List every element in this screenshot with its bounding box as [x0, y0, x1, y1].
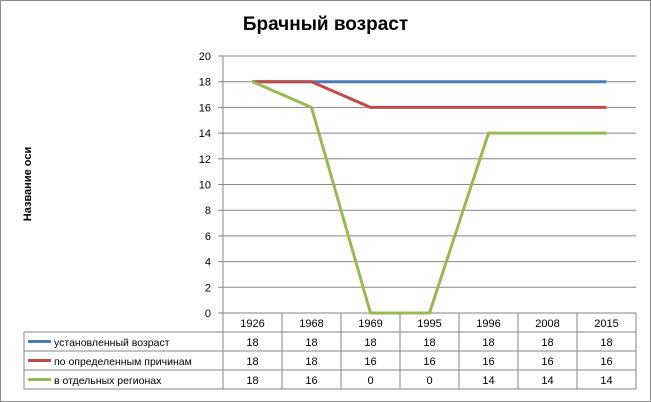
legend-series-name: установленный возраст — [54, 337, 170, 349]
table-cell-value: 14 — [600, 375, 612, 387]
x-category-label: 1968 — [299, 318, 323, 330]
table-cell-value: 18 — [541, 337, 553, 349]
table-cell-value: 18 — [482, 337, 494, 349]
y-tick-label: 10 — [199, 180, 211, 192]
legend-series-name: в отдельных регионах — [54, 375, 162, 387]
x-category-label: 1969 — [358, 318, 382, 330]
y-tick-label: 2 — [205, 282, 211, 294]
legend-series-name: по определенным причинам — [54, 356, 192, 368]
table-cell-value: 18 — [305, 356, 317, 368]
table-cell-value: 16 — [482, 356, 494, 368]
y-tick-label: 14 — [199, 128, 211, 140]
table-cell-value: 16 — [423, 356, 435, 368]
table-cell-value: 18 — [423, 337, 435, 349]
x-category-label: 2015 — [594, 318, 618, 330]
table-cell-value: 18 — [246, 337, 258, 349]
table-cell-value: 18 — [246, 356, 258, 368]
table-cell-value: 16 — [305, 375, 317, 387]
table-cell-value: 16 — [600, 356, 612, 368]
series-line — [251, 80, 607, 315]
x-category-label: 1996 — [476, 318, 500, 330]
x-category-label: 1995 — [417, 318, 441, 330]
y-tick-label: 6 — [205, 231, 211, 243]
table-cell-value: 0 — [426, 375, 432, 387]
y-tick-label: 12 — [199, 154, 211, 166]
table-cell-value: 16 — [541, 356, 553, 368]
y-tick-label: 16 — [199, 102, 211, 114]
table-cell-value: 14 — [482, 375, 494, 387]
table-cell-value: 0 — [367, 375, 373, 387]
table-cell-value: 18 — [305, 337, 317, 349]
table-cell-value: 18 — [600, 337, 612, 349]
table-cell-value: 16 — [364, 356, 376, 368]
x-category-label: 2008 — [535, 318, 559, 330]
y-tick-label: 20 — [199, 51, 211, 63]
table-cell-value: 14 — [541, 375, 553, 387]
y-tick-label: 8 — [205, 205, 211, 217]
y-tick-label: 18 — [199, 77, 211, 89]
table-cell-value: 18 — [246, 375, 258, 387]
chart-title: Брачный возраст — [242, 14, 409, 35]
series-line — [252, 80, 607, 109]
x-category-label: 1926 — [240, 318, 264, 330]
y-tick-label: 4 — [205, 257, 211, 269]
y-axis-label: Название оси — [22, 147, 34, 221]
y-tick-label: 0 — [205, 308, 211, 320]
table-cell-value: 18 — [364, 337, 376, 349]
